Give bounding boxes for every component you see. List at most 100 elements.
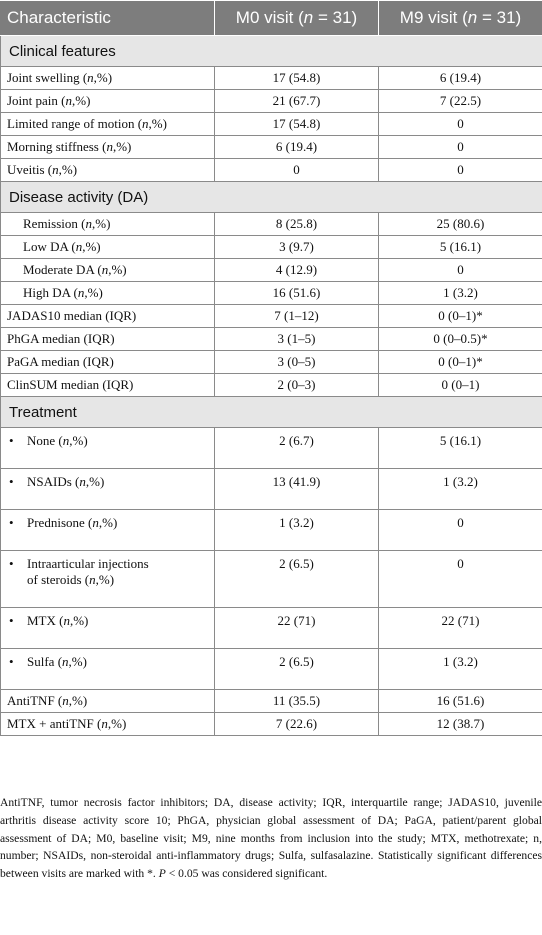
label-n: n	[77, 285, 85, 300]
m0-value: 13 (41.9)	[214, 468, 379, 510]
label-n: n	[87, 70, 94, 85]
row-label: PaGA median (IQR)	[0, 350, 215, 374]
label-n: n	[92, 515, 99, 530]
row-label: • MTX (n,%)	[0, 607, 215, 649]
m9-value: 0 (0–1)*	[378, 304, 542, 328]
m9-value: 0	[378, 112, 542, 136]
section-treatment: Treatment	[0, 396, 542, 428]
section-row: Treatment	[0, 396, 542, 428]
table-row: Morning stiffness (n,%) 6 (19.4) 0	[0, 135, 542, 159]
m9-value: 0 (0–1)*	[378, 350, 542, 374]
m9-value: 0	[378, 158, 542, 182]
m0-value: 21 (67.7)	[214, 89, 379, 113]
header-m0-n: n	[303, 8, 314, 27]
table-row: Uveitis (n,%) 0 0	[0, 158, 542, 182]
combination-rows: AntiTNF (n,%) 11 (35.5) 16 (51.6) MTX + ant…	[0, 689, 542, 736]
table-row: • Prednisone (n,%) 1 (3.2) 0	[0, 509, 542, 551]
row-label: • NSAIDs (n,%)	[0, 468, 215, 510]
label-line-1: Intraarticular injections	[27, 556, 149, 571]
header-m9-suffix: = 31)	[477, 8, 522, 27]
label-suffix: ,%)	[72, 93, 91, 108]
bullet-glyph: •	[9, 654, 14, 669]
m9-value: 0	[378, 509, 542, 551]
footnote-paragraph: AntiTNF, tumor necrosis factor inhibitor…	[0, 794, 542, 883]
label-n: n	[62, 654, 69, 669]
m0-value: 2 (6.5)	[214, 648, 379, 690]
label-suffix: ,%)	[112, 139, 132, 154]
m9-value: 0 (0–0.5)*	[378, 327, 542, 351]
m0-value: 7 (1–12)	[214, 304, 379, 328]
label-n: n	[101, 716, 108, 731]
footnote-p-symbol: P	[158, 867, 166, 881]
table-row: • NSAIDs (n,%) 13 (41.9) 1 (3.2)	[0, 468, 542, 510]
table-row: High DA (n,%) 16 (51.6) 1 (3.2)	[0, 281, 542, 305]
label-suffix: ,%)	[69, 433, 88, 448]
table-row: MTX + antiTNF (n,%) 7 (22.6) 12 (38.7)	[0, 712, 542, 736]
row-label: Low DA (n,%)	[0, 235, 215, 259]
label-suffix: ,%)	[82, 239, 101, 254]
label-text: MTX + antiTNF (	[7, 716, 102, 731]
label-n: n	[142, 116, 149, 131]
header-m9-prefix: M9 visit (	[399, 8, 468, 27]
table-row: PaGA median (IQR) 3 (0–5) 0 (0–1)*	[0, 350, 542, 374]
label-text: PhGA median (IQR)	[7, 331, 115, 346]
m9-value: 0	[378, 550, 542, 608]
label-n: n	[65, 93, 73, 108]
m9-value: 1 (3.2)	[378, 281, 542, 305]
m0-value: 3 (9.7)	[214, 235, 379, 259]
row-label: PhGA median (IQR)	[0, 327, 215, 351]
header-m0-suffix: = 31)	[313, 8, 358, 27]
m9-value: 0 (0–1)	[378, 373, 542, 397]
table-row: ClinSUM median (IQR) 2 (0–3) 0 (0–1)	[0, 373, 542, 397]
m9-value: 12 (38.7)	[378, 712, 542, 736]
label-suffix: ,%)	[58, 162, 78, 177]
m0-value: 22 (71)	[214, 607, 379, 649]
bullet-label: NSAIDs (n,%)	[27, 474, 207, 490]
m9-value: 5 (16.1)	[378, 235, 542, 259]
section-row: Disease activity (DA)	[0, 181, 542, 213]
label-n: n	[89, 572, 96, 587]
row-label: • Sulfa (n,%)	[0, 648, 215, 690]
row-label: • Intraarticular injections of steroids (n…	[0, 550, 215, 608]
section-clinical-features: Clinical features	[0, 35, 542, 67]
row-label: Morning stiffness (n,%)	[0, 135, 215, 159]
m0-value: 16 (51.6)	[214, 281, 379, 305]
bullet-label: Intraarticular injections of steroids (n,…	[27, 556, 207, 588]
label-text: PaGA median (IQR)	[7, 354, 114, 369]
label-text: NSAIDs (	[27, 474, 80, 489]
table-row: Limited range of motion (n,%) 17 (54.8) 0	[0, 112, 542, 136]
m0-value: 11 (35.5)	[214, 689, 379, 713]
label-suffix: ,%)	[85, 474, 105, 489]
label-suffix: ,%)	[68, 693, 88, 708]
bullet-glyph: •	[9, 515, 14, 530]
label-text: Uveitis (	[7, 162, 53, 177]
m9-value: 0	[378, 135, 542, 159]
footnote-text-end: < 0.05 was considered significant.	[165, 867, 328, 881]
m0-value: 2 (6.5)	[214, 550, 379, 608]
bullet-label: None (n,%)	[27, 433, 207, 449]
label-n: n	[101, 262, 109, 277]
header-m0-visit: M0 visit (n = 31)	[214, 0, 379, 36]
table-row: Joint pain (n,%) 21 (67.7) 7 (22.5)	[0, 89, 542, 113]
treatment-rows: • None (n,%) 2 (6.7) 5 (16.1) • NSAIDs (n,%) 1…	[0, 427, 542, 690]
m0-value: 17 (54.8)	[214, 112, 379, 136]
label-text: Remission (	[23, 216, 86, 231]
label-n: n	[75, 239, 83, 254]
row-label: • None (n,%)	[0, 427, 215, 469]
characteristics-table: Characteristic M0 visit (n = 31) M9 visi…	[0, 0, 542, 736]
row-label: Joint pain (n,%)	[0, 89, 215, 113]
label-n: n	[106, 139, 113, 154]
m9-value: 1 (3.2)	[378, 468, 542, 510]
label-suffix: ,%)	[69, 613, 89, 628]
label-suffix: ,%)	[84, 285, 103, 300]
label-text: None (	[27, 433, 63, 448]
label-n: n	[79, 474, 86, 489]
row-label: High DA (n,%)	[0, 281, 215, 305]
section-row: Clinical features	[0, 35, 542, 67]
bullet-glyph: •	[9, 556, 14, 571]
label-text: Moderate DA (	[23, 262, 102, 277]
label-n: n	[62, 433, 70, 448]
label-text: AntiTNF (	[7, 693, 63, 708]
table-row: Remission (n,%) 8 (25.8) 25 (80.6)	[0, 212, 542, 236]
